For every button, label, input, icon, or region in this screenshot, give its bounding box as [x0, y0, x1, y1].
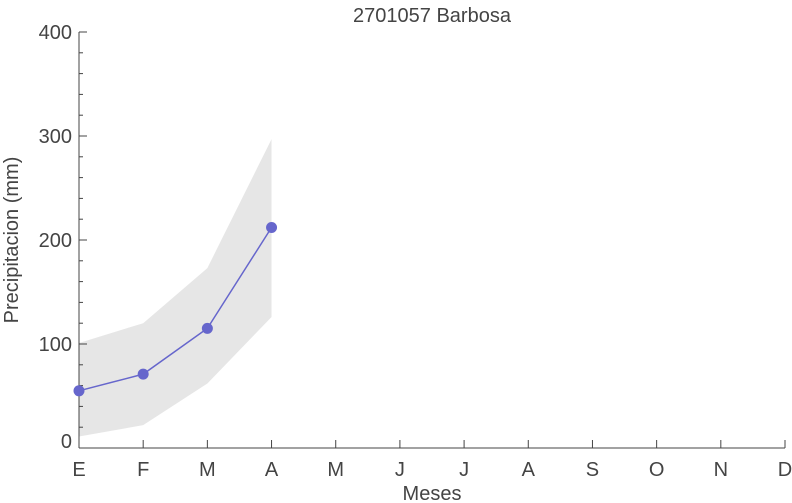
y-axis-label: Precipitacion (mm) — [1, 157, 23, 324]
y-tick-label: 0 — [61, 431, 72, 453]
x-tick-label: S — [586, 459, 599, 481]
x-tick-label: D — [778, 459, 792, 481]
chart-title: 2701057 Barbosa — [353, 5, 512, 27]
range-band — [79, 139, 272, 437]
x-tick-label: F — [137, 459, 149, 481]
x-tick-label: M — [327, 459, 344, 481]
data-point — [137, 368, 149, 380]
x-axis-label: Meses — [403, 483, 462, 503]
data-point — [73, 385, 85, 397]
x-tick-label: N — [714, 459, 728, 481]
y-tick-label: 200 — [39, 230, 72, 252]
x-tick-label: A — [522, 459, 536, 481]
x-tick-label: M — [199, 459, 216, 481]
data-point — [266, 222, 278, 234]
y-tick-label: 300 — [39, 126, 72, 148]
y-tick-label: 400 — [39, 22, 72, 44]
x-tick-label: J — [459, 459, 469, 481]
x-tick-label: E — [72, 459, 85, 481]
y-tick-label: 100 — [39, 334, 72, 356]
x-tick-label: O — [649, 459, 665, 481]
data-point — [201, 322, 213, 334]
x-tick-label: A — [265, 459, 279, 481]
x-tick-label: J — [395, 459, 405, 481]
data-line — [78, 227, 273, 392]
